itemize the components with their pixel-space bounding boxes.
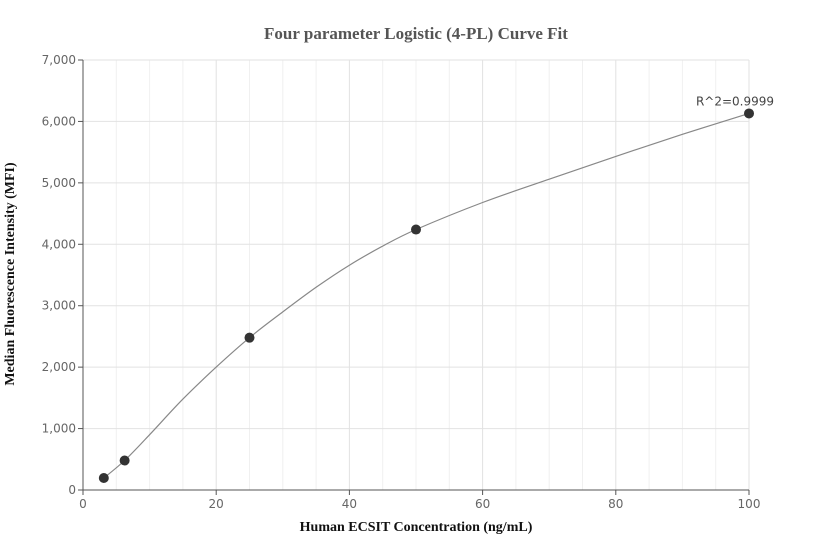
- y-tick-label: 0: [68, 483, 76, 497]
- fit-curve-layer: [103, 112, 750, 479]
- x-tick-label: 100: [738, 497, 761, 511]
- y-tick-label: 2,000: [42, 360, 76, 374]
- grid: [83, 59, 750, 490]
- chart-title: Four parameter Logistic (4-PL) Curve Fit: [264, 24, 568, 43]
- x-tick-label: 80: [608, 497, 623, 511]
- x-tick-label: 20: [209, 497, 224, 511]
- r-squared-annotation: R^2=0.9999: [696, 94, 774, 108]
- x-tick-label: 40: [342, 497, 357, 511]
- y-tick-label: 4,000: [42, 237, 76, 251]
- chart-labels: Four parameter Logistic (4-PL) Curve Fit…: [3, 24, 774, 535]
- fit-curve-line: [103, 112, 750, 479]
- data-point: [744, 108, 754, 119]
- x-tick-label: 60: [475, 497, 490, 511]
- y-tick-label: 3,000: [42, 299, 76, 313]
- y-tick-label: 6,000: [42, 114, 76, 128]
- y-axis-label: Median Fluorescence Intensity (MFI): [3, 162, 18, 386]
- data-point: [119, 455, 130, 466]
- axes: 0 1,000 2,000 3,000 4,000 5,000 6,000 7,000 0 20 4…: [42, 53, 761, 511]
- x-axis-label: Human ECSIT Concentration (ng/mL): [300, 520, 533, 535]
- data-point: [411, 224, 421, 235]
- y-tick-label: 1,000: [42, 422, 76, 436]
- y-tick-label: 7,000: [42, 53, 76, 67]
- data-point: [98, 473, 109, 484]
- x-tick-label: 0: [79, 497, 87, 511]
- y-tick-label: 5,000: [42, 176, 76, 190]
- data-points: [98, 108, 754, 484]
- data-point: [244, 332, 255, 343]
